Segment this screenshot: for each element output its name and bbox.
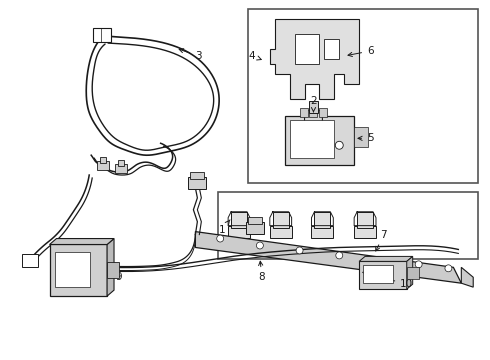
Bar (354, 226, 376, 238)
Polygon shape (196, 231, 461, 283)
Polygon shape (270, 19, 359, 99)
Bar (319, 108, 327, 117)
Polygon shape (49, 239, 114, 244)
Bar (354, 127, 368, 147)
Bar (290, 121, 334, 158)
Circle shape (217, 235, 223, 242)
Circle shape (296, 247, 303, 254)
Circle shape (415, 261, 422, 268)
Bar (97, 161, 109, 170)
Bar (228, 226, 250, 238)
Circle shape (375, 257, 382, 264)
Bar (189, 177, 206, 189)
Bar (49, 244, 107, 296)
Bar (118, 160, 124, 166)
Text: 6: 6 (348, 46, 374, 57)
Polygon shape (305, 111, 322, 148)
Bar (248, 217, 262, 224)
Bar (357, 212, 373, 228)
Bar (310, 108, 318, 117)
Bar (315, 212, 330, 228)
Circle shape (335, 141, 343, 149)
Text: 8: 8 (259, 261, 265, 282)
Bar (407, 267, 418, 279)
Bar (273, 212, 289, 228)
Bar (55, 252, 90, 287)
Bar (363, 265, 393, 283)
Bar (312, 226, 333, 238)
Bar (285, 116, 354, 165)
Circle shape (445, 265, 452, 272)
Bar (231, 212, 247, 228)
Text: 7: 7 (376, 230, 387, 251)
Text: 4: 4 (248, 51, 261, 61)
Bar (248, 9, 478, 183)
Bar (359, 261, 407, 289)
Bar (294, 34, 319, 64)
Bar (309, 100, 318, 113)
Text: 2: 2 (310, 96, 317, 112)
Polygon shape (461, 267, 473, 287)
Circle shape (336, 252, 343, 259)
Circle shape (256, 242, 263, 249)
Text: 3: 3 (179, 49, 202, 61)
Text: 5: 5 (358, 133, 374, 143)
Polygon shape (359, 256, 413, 261)
Bar (100, 157, 106, 163)
Bar (218, 192, 478, 260)
Bar (22, 255, 38, 267)
Text: 1: 1 (219, 220, 230, 235)
Bar (93, 28, 111, 42)
Text: 9: 9 (110, 270, 122, 282)
Bar (324, 39, 339, 59)
Bar (299, 108, 308, 117)
Bar (115, 164, 127, 173)
Text: 10: 10 (363, 271, 413, 289)
Bar (270, 226, 292, 238)
Polygon shape (107, 239, 114, 296)
Bar (191, 172, 204, 179)
Polygon shape (407, 256, 413, 289)
Bar (246, 222, 264, 234)
Bar (107, 262, 119, 278)
